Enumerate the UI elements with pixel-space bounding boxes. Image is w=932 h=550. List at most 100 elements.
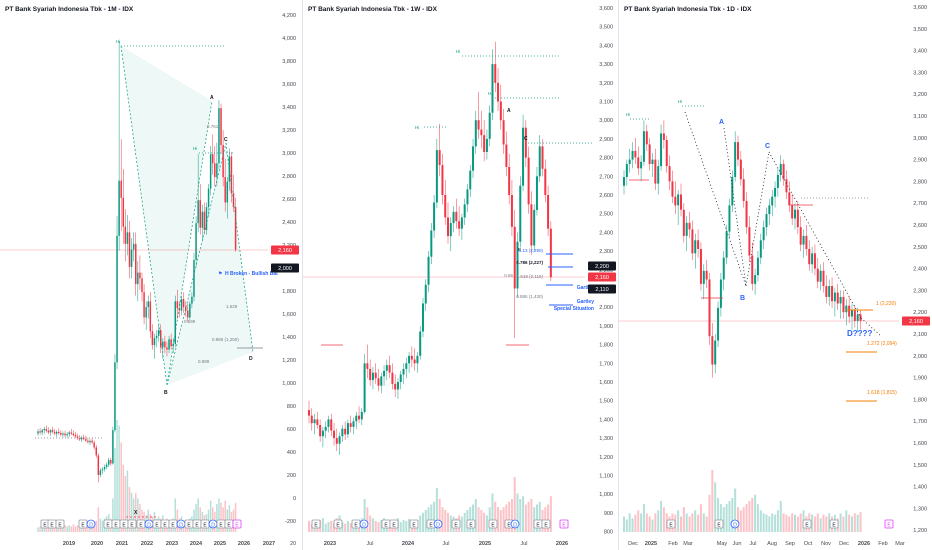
price-level-badge: 2,000 (271, 263, 299, 273)
svg-text:E: E (130, 523, 134, 529)
earnings-marker[interactable]: E (426, 519, 436, 529)
upcoming-event-marker[interactable]: E (884, 519, 894, 529)
dividend-marker[interactable]: D (86, 519, 96, 529)
earnings-marker[interactable]: E (127, 519, 137, 529)
price-tick: 1,000 (282, 381, 296, 387)
svg-text:E: E (832, 523, 836, 529)
dividend-marker[interactable]: D (176, 519, 186, 529)
earnings-marker[interactable]: E (409, 519, 419, 529)
earnings-marker[interactable]: E (55, 519, 65, 529)
price-tick: 4,200 (282, 13, 296, 19)
annotation-line (768, 151, 862, 319)
earnings-marker[interactable]: E (666, 519, 676, 529)
time-tick: 20 (290, 541, 296, 547)
svg-text:E: E (491, 523, 495, 529)
chart-panel-monthly: Hi Hi A C B X D 0.761 1.629 0.599 0.886 (1,250) 0.8… (0, 0, 302, 550)
earnings-marker[interactable]: E (78, 519, 88, 529)
time-axis[interactable]: Dec 2025 Feb Mar May Jun Jul Aug Sep Oct Nov Dec 202… (628, 541, 905, 547)
price-tick: 2,100 (913, 332, 927, 338)
earnings-marker[interactable]: E (389, 519, 399, 529)
symbol-title: PT Bank Syariah Indonesia Tbk - 1D - IDX (624, 6, 752, 13)
svg-text:D: D (362, 523, 366, 529)
time-tick: Feb (878, 541, 887, 547)
earnings-marker[interactable]: E (168, 519, 178, 529)
annotation-label: D???? (847, 329, 872, 338)
price-tick: 3,000 (913, 136, 927, 142)
earnings-marker[interactable]: E (829, 519, 839, 529)
price-tick: 2,600 (913, 223, 927, 229)
upcoming-event-marker[interactable]: E (559, 519, 569, 529)
svg-text:E: E (155, 523, 159, 529)
price-tick: 1,100 (599, 474, 613, 480)
earnings-marker[interactable]: E (152, 519, 162, 529)
price-tick: 1,300 (599, 436, 613, 442)
earnings-marker[interactable]: E (184, 519, 194, 529)
earnings-marker[interactable]: E (488, 519, 498, 529)
earnings-marker[interactable]: E (451, 519, 461, 529)
earnings-marker[interactable]: E (466, 519, 476, 529)
earnings-marker[interactable]: E (111, 519, 121, 529)
annotation-label: 0.886 (1,430) (516, 294, 543, 299)
time-axis[interactable]: 2019 2020 2021 2022 2023 2024 2025 2026 2027 20 (63, 541, 296, 547)
price-tick: 3,500 (599, 25, 613, 31)
annotation-label: D (249, 356, 253, 362)
dividend-marker[interactable]: D (510, 519, 520, 529)
time-tick: 2025 (645, 541, 657, 547)
price-tick: 3,800 (282, 59, 296, 65)
earnings-marker[interactable]: E (224, 519, 234, 529)
dividend-marker[interactable]: D (208, 519, 218, 529)
earnings-marker[interactable]: E (216, 519, 226, 529)
volume-histogram (308, 477, 552, 532)
price-tick: 1,200 (282, 358, 296, 364)
earnings-marker[interactable]: E (381, 519, 391, 529)
monthly-chart-canvas[interactable]: Hi Hi A C B X D 0.761 1.629 0.599 0.886 (1,250) 0.8… (0, 0, 302, 550)
time-tick: 2020 (91, 541, 103, 547)
earnings-marker[interactable]: E (103, 519, 113, 529)
earnings-marker[interactable]: E (802, 519, 812, 529)
dividend-marker[interactable]: D (359, 519, 369, 529)
weekly-chart-canvas[interactable]: Hi Hi Hi C A B1.13 (2,290) 0.786 (2,227) 0.65 1.… (303, 0, 619, 550)
price-axis[interactable]: 3,600 3,500 3,400 3,300 3,200 3,100 3,000 2,900… (913, 5, 927, 534)
price-tick: 1,300 (913, 506, 927, 512)
dividend-marker[interactable]: D (730, 519, 740, 529)
earnings-marker[interactable]: E (333, 519, 343, 529)
annotation-label: Hi (193, 146, 197, 151)
price-axis[interactable]: 3,600 3,500 3,400 3,300 3,200 3,100 3,000 2,900… (599, 6, 613, 536)
daily-chart-canvas[interactable]: A B C D???? 1 (2,230) 1.272 (2,094) 1.618 (1,8… (619, 0, 932, 550)
dividend-marker[interactable]: D (433, 519, 443, 529)
dividend-marker[interactable]: D (144, 519, 154, 529)
last-price-badge: 2,160 (588, 272, 616, 282)
earnings-marker[interactable]: E (192, 519, 202, 529)
earnings-marker[interactable]: E (119, 519, 129, 529)
time-tick: Aug (767, 541, 777, 547)
earnings-marker[interactable]: E (200, 519, 210, 529)
price-tick: 1,800 (282, 289, 296, 295)
earnings-marker[interactable]: E (541, 519, 551, 529)
annotation-label: X (134, 510, 138, 516)
price-tick: 0 (293, 496, 296, 502)
chart-panel-weekly: Hi Hi Hi C A B 1.13 (2,290) 0.786 (2,227) 0.65 1.… (302, 0, 619, 550)
annotation-label: 1.629 (226, 304, 238, 309)
svg-text:E: E (469, 523, 473, 529)
earnings-marker[interactable]: E (311, 519, 321, 529)
svg-text:2,110: 2,110 (595, 287, 608, 293)
earnings-marker[interactable]: E (533, 519, 543, 529)
earnings-marker[interactable]: E (160, 519, 170, 529)
earnings-marker[interactable]: E (136, 519, 146, 529)
earnings-marker[interactable]: E (351, 519, 361, 529)
price-tick: 2,400 (913, 267, 927, 273)
upcoming-event-marker[interactable]: E (232, 519, 242, 529)
time-tick: 2019 (63, 541, 75, 547)
svg-text:E: E (314, 523, 318, 529)
price-tick: 1,500 (913, 463, 927, 469)
earnings-marker[interactable]: E (714, 519, 724, 529)
price-tick: 4,000 (282, 36, 296, 42)
earnings-marker[interactable]: E (47, 519, 57, 529)
price-axis[interactable]: 4,200 4,000 3,800 3,600 3,400 3,200 3,000 2,800… (282, 13, 296, 525)
time-axis[interactable]: 2023 Jul 2024 Jul 2025 Jul 2026 (324, 541, 568, 547)
chart-panel-daily: A B C D???? 1 (2,230) 1.272 (2,094) 1.618 (1,8… (618, 0, 932, 550)
annotation-label: 1.618 (1,815) (867, 390, 897, 396)
svg-text:D: D (733, 523, 737, 529)
svg-text:D: D (436, 523, 440, 529)
price-tick: 2,600 (599, 193, 613, 199)
